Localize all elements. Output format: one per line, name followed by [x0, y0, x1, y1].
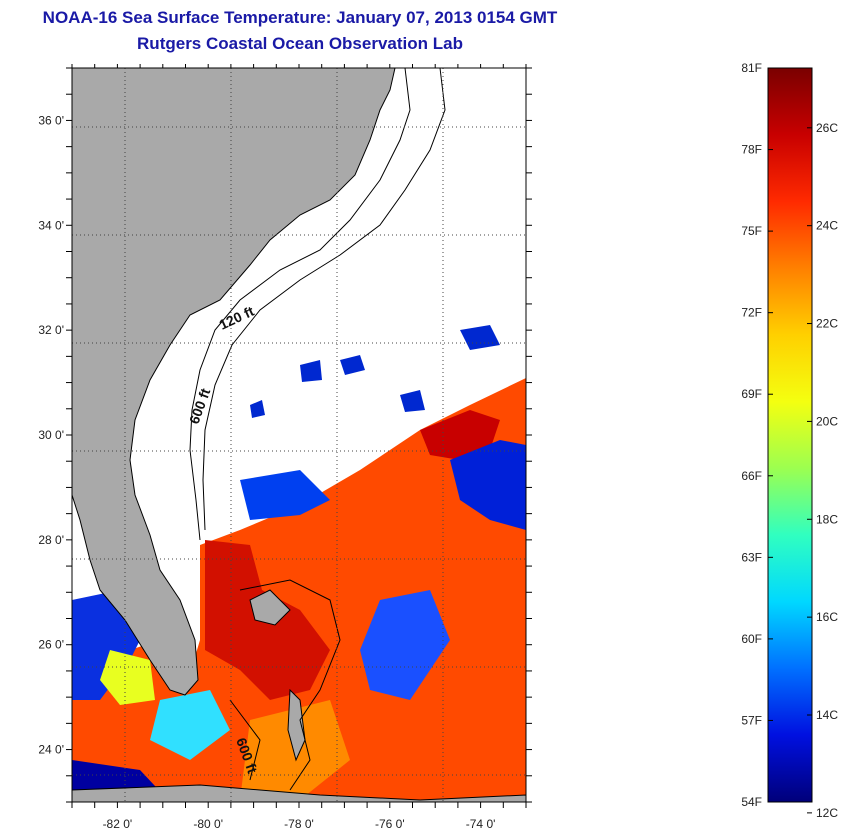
- longitude-tick-label: -80 0': [193, 817, 223, 831]
- colorbar-f-label: 66F: [741, 469, 762, 483]
- latitude-labels: 36 0' 34 0' 32 0' 30 0' 28 0' 26 0' 24 0': [38, 113, 64, 756]
- colorbar-celsius-labels: 26C 24C 22C 20C 18C 16C 14C 12C: [807, 121, 838, 820]
- latitude-tick-label: 26 0': [38, 638, 64, 652]
- sst-hot-patch: [420, 410, 500, 460]
- colorbar-f-label: 69F: [741, 387, 762, 401]
- axis-ticks: [66, 64, 532, 808]
- sst-scattered-specks: [250, 325, 500, 418]
- map-subtitle: Rutgers Coastal Ocean Observation Lab: [137, 34, 463, 53]
- latitude-tick-label: 36 0': [38, 113, 64, 127]
- colorbar-c-label: 18C: [816, 512, 838, 526]
- colorbar-f-label: 72F: [741, 306, 762, 320]
- sst-cool-patch: [450, 440, 526, 530]
- latitude-tick-label: 34 0': [38, 218, 64, 232]
- longitude-tick-label: -74 0': [466, 817, 496, 831]
- longitude-tick-label: -78 0': [284, 817, 314, 831]
- contour-bahamas-bank: [229, 579, 341, 791]
- colorbar-f-label: 54F: [741, 795, 762, 809]
- colorbar-c-label: 12C: [816, 806, 838, 820]
- sst-cool-patch-4: [360, 590, 450, 700]
- sst-cyan-patch: [150, 690, 230, 760]
- colorbar-c-label: 14C: [816, 708, 838, 722]
- land-cuba: [72, 784, 526, 802]
- longitude-tick-label: -82 0': [103, 817, 133, 831]
- land-bahamas: [249, 589, 306, 762]
- sst-yellow-patch: [100, 650, 155, 705]
- colorbar-f-label: 60F: [741, 632, 762, 646]
- colorbar-c-label: 16C: [816, 610, 838, 624]
- colorbar-f-label: 75F: [741, 224, 762, 238]
- colorbar-c-label: 20C: [816, 414, 838, 428]
- sst-cool-patch-2: [240, 470, 330, 520]
- latitude-tick-label: 24 0': [38, 743, 64, 757]
- latitude-tick-label: 32 0': [38, 323, 64, 337]
- map-title: NOAA-16 Sea Surface Temperature: January…: [42, 8, 558, 27]
- colorbar: [767, 67, 813, 803]
- colorbar-f-label: 78F: [741, 143, 762, 157]
- colorbar-c-label: 26C: [816, 121, 838, 135]
- latitude-tick-label: 28 0': [38, 533, 64, 547]
- colorbar-f-label: 57F: [741, 713, 762, 727]
- longitude-labels: -82 0' -80 0' -78 0' -76 0' -74 0': [103, 817, 496, 831]
- longitude-tick-label: -76 0': [375, 817, 405, 831]
- colorbar-f-label: 63F: [741, 550, 762, 564]
- colorbar-c-label: 24C: [816, 219, 838, 233]
- contour-120ft: [189, 68, 411, 541]
- contour-600ft: [202, 68, 446, 531]
- latitude-tick-label: 30 0': [38, 428, 64, 442]
- colorbar-fahrenheit-labels: 81F 78F 75F 72F 69F 66F 63F 60F 57F 54F: [741, 61, 773, 809]
- colorbar-f-label: 81F: [741, 61, 762, 75]
- colorbar-c-label: 22C: [816, 317, 838, 331]
